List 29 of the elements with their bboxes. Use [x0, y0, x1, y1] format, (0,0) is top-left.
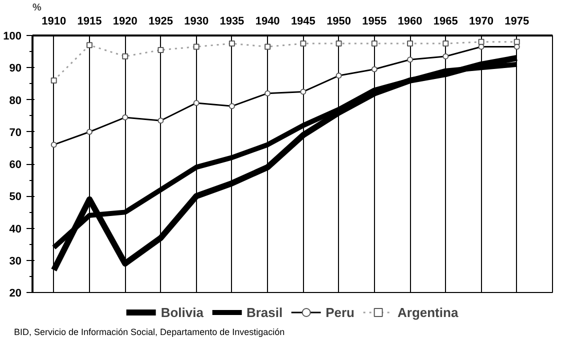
x-tick-label: 1965 — [433, 16, 458, 28]
x-tick-label: 1940 — [255, 16, 280, 28]
legend-label: Brasil — [246, 304, 283, 320]
x-tick-label: 1910 — [42, 16, 66, 28]
legend-label: Bolivia — [160, 304, 204, 320]
x-tick-label: 1970 — [469, 16, 494, 28]
x-tick-label: 1975 — [504, 16, 530, 28]
x-tick-label: 1960 — [398, 16, 422, 28]
legend-label: Peru — [326, 304, 354, 320]
x-tick-label: 1925 — [148, 16, 173, 28]
y-axis-title: % — [32, 2, 42, 14]
y-tick-label: 30 — [9, 255, 22, 268]
text: BID, Servicio de Información Social, Departamento de Investigación — [14, 326, 285, 339]
x-tick-label: 1920 — [112, 16, 138, 28]
y-tick-label: 70 — [9, 126, 22, 139]
y-tick-label: 40 — [9, 223, 22, 236]
x-tick-label: 1945 — [290, 16, 316, 28]
x-tick-label: 1950 — [326, 16, 352, 28]
legend-label: Argentina — [398, 304, 458, 320]
y-tick-label: 60 — [9, 159, 22, 171]
y-tick-label: 80 — [9, 94, 22, 107]
x-tick-label: 1955 — [362, 16, 387, 28]
y-tick-label: 100 — [3, 30, 22, 42]
x-tick-label: 1935 — [220, 16, 244, 28]
y-tick-label: 20 — [9, 288, 22, 300]
x-tick-label: 1930 — [184, 16, 209, 28]
y-tick-label: 50 — [9, 191, 22, 204]
y-tick-label: 90 — [9, 62, 22, 75]
x-tick-label: 1915 — [77, 16, 102, 28]
